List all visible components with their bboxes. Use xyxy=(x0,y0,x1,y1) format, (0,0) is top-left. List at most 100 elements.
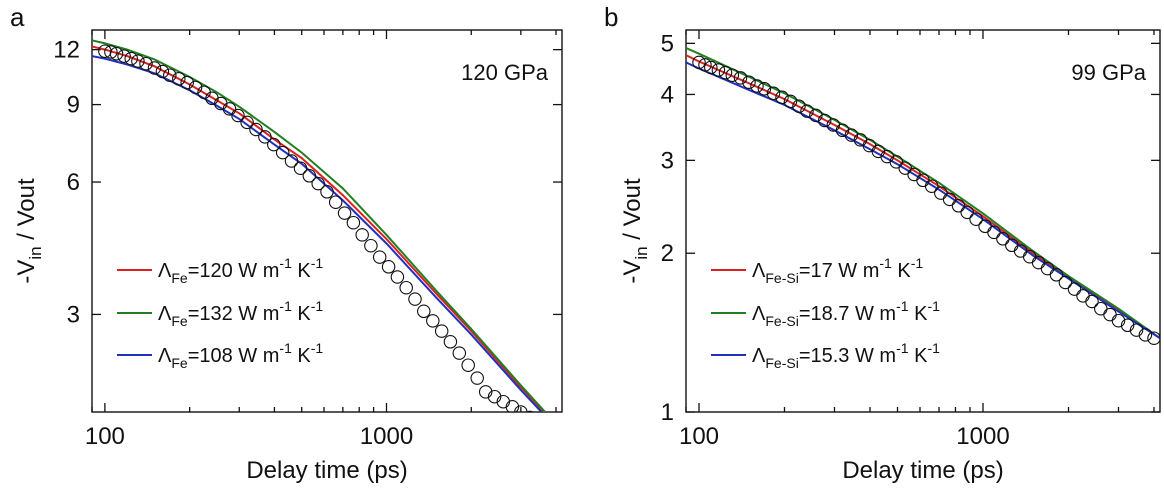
x-tick-label: 100 xyxy=(679,423,719,450)
y-axis-title-prefix: -V xyxy=(13,260,40,284)
plot-frame xyxy=(91,29,563,413)
legend-entry-1: ΛFe=132 W m-1 K-1 xyxy=(158,298,323,329)
data-point xyxy=(711,63,726,77)
data-point xyxy=(1067,282,1082,296)
legend-mid: =15.3 W m xyxy=(799,345,896,367)
data-point xyxy=(934,186,948,200)
data-point xyxy=(505,400,520,412)
y-tick-label: 1 xyxy=(661,399,674,426)
data-point xyxy=(124,51,138,66)
model-curve-2 xyxy=(686,61,1160,340)
data-point xyxy=(131,54,145,68)
data-point xyxy=(426,314,440,328)
data-point xyxy=(525,410,534,412)
data-point xyxy=(320,185,334,199)
data-point xyxy=(800,104,814,118)
data-point xyxy=(1111,313,1126,328)
data-point xyxy=(302,169,317,183)
data-point xyxy=(163,68,177,82)
legend-sup-1: -1 xyxy=(896,298,909,314)
data-point xyxy=(328,195,343,209)
data-point xyxy=(240,115,254,130)
legend-symbol: Λ xyxy=(158,303,172,325)
data-point xyxy=(434,324,449,338)
panel-a: a 100 1000 3 6 9 12 Delay time (ps) -Vin / Vout 1… xyxy=(10,2,563,484)
data-point xyxy=(188,80,203,95)
data-point xyxy=(117,49,131,63)
legend-sup-1: -1 xyxy=(896,340,909,356)
legend-mid: =17 W m xyxy=(799,260,880,282)
data-point xyxy=(443,335,458,349)
data-point xyxy=(180,75,194,90)
y-axis-title-prefix: -V xyxy=(619,260,646,284)
data-point xyxy=(293,161,308,175)
legend-symbol: Λ xyxy=(158,345,172,367)
data-point xyxy=(969,212,983,226)
data-point xyxy=(355,228,369,242)
data-point xyxy=(249,122,263,137)
y-axis-title: -Vin / Vout xyxy=(619,178,651,284)
legend-mid: =120 W m xyxy=(188,260,280,282)
y-axis-title-suffix: / Vout xyxy=(619,178,646,246)
x-axis-title: Delay time (ps) xyxy=(842,457,1003,484)
data-point xyxy=(452,346,467,360)
data-point xyxy=(275,145,290,160)
x-tick-label: 1000 xyxy=(956,423,1009,450)
model-curves xyxy=(92,39,547,412)
legend-sup-2: -1 xyxy=(311,340,324,356)
x-tick-label: 1000 xyxy=(360,423,413,450)
data-point xyxy=(155,64,170,79)
data-point xyxy=(408,292,422,306)
data-point xyxy=(742,75,756,89)
legend-entry-0: ΛFe=120 W m-1 K-1 xyxy=(158,255,323,286)
y-axis-title-sub: in xyxy=(632,246,651,259)
legend-sup-2: -1 xyxy=(311,298,324,314)
data-point xyxy=(698,58,712,72)
y-axis-title-suffix: / Vout xyxy=(13,178,40,246)
legend-k: K xyxy=(909,345,929,367)
data-point xyxy=(284,154,299,168)
y-axis-title-sub: in xyxy=(26,246,45,259)
legend-sub: Fe xyxy=(171,270,188,286)
legend-sup-1: -1 xyxy=(879,255,892,271)
legend-sub: Fe-Si xyxy=(765,355,798,371)
data-point xyxy=(1040,261,1055,276)
model-curve-0 xyxy=(92,45,546,412)
data-point xyxy=(139,56,153,71)
pressure-annotation: 99 GPa xyxy=(1071,60,1146,85)
data-points xyxy=(692,55,1160,345)
legend-sub: Fe-Si xyxy=(765,313,798,329)
legend-entry-1: ΛFe-Si=18.7 W m-1 K-1 xyxy=(752,298,940,329)
legend-k: K xyxy=(892,260,912,282)
data-point xyxy=(960,205,974,220)
data-point xyxy=(718,65,733,80)
legend-sup-2: -1 xyxy=(927,298,940,314)
data-point xyxy=(1085,294,1099,309)
legend-symbol: Λ xyxy=(158,260,172,282)
data-point xyxy=(337,206,352,220)
legend-sup-2: -1 xyxy=(911,255,924,271)
panel-b: b 100 1000 1 2 3 4 5 Delay time (ps) -Vin / Vout 9… xyxy=(604,2,1161,484)
data-point xyxy=(417,304,431,319)
data-point xyxy=(1147,331,1160,345)
data-point xyxy=(364,238,378,253)
legend-sup-2: -1 xyxy=(927,340,940,356)
legend-sup-1: -1 xyxy=(279,255,292,271)
y-axis-title: -Vin / Vout xyxy=(13,178,45,284)
data-point xyxy=(372,250,387,264)
data-point xyxy=(951,199,966,213)
y-tick-label: 4 xyxy=(661,81,674,108)
data-point xyxy=(1129,323,1144,337)
model-curve-1 xyxy=(92,39,547,412)
data-points xyxy=(98,44,534,412)
data-point xyxy=(792,99,806,113)
data-point xyxy=(381,260,396,274)
legend-k: K xyxy=(292,303,312,325)
data-point xyxy=(987,225,1001,240)
legend-sup-1: -1 xyxy=(279,340,292,356)
legend-symbol: Λ xyxy=(752,260,766,282)
data-point xyxy=(390,270,405,284)
y-tick-label: 3 xyxy=(67,301,80,328)
data-point xyxy=(1049,268,1064,282)
data-point xyxy=(996,232,1010,246)
